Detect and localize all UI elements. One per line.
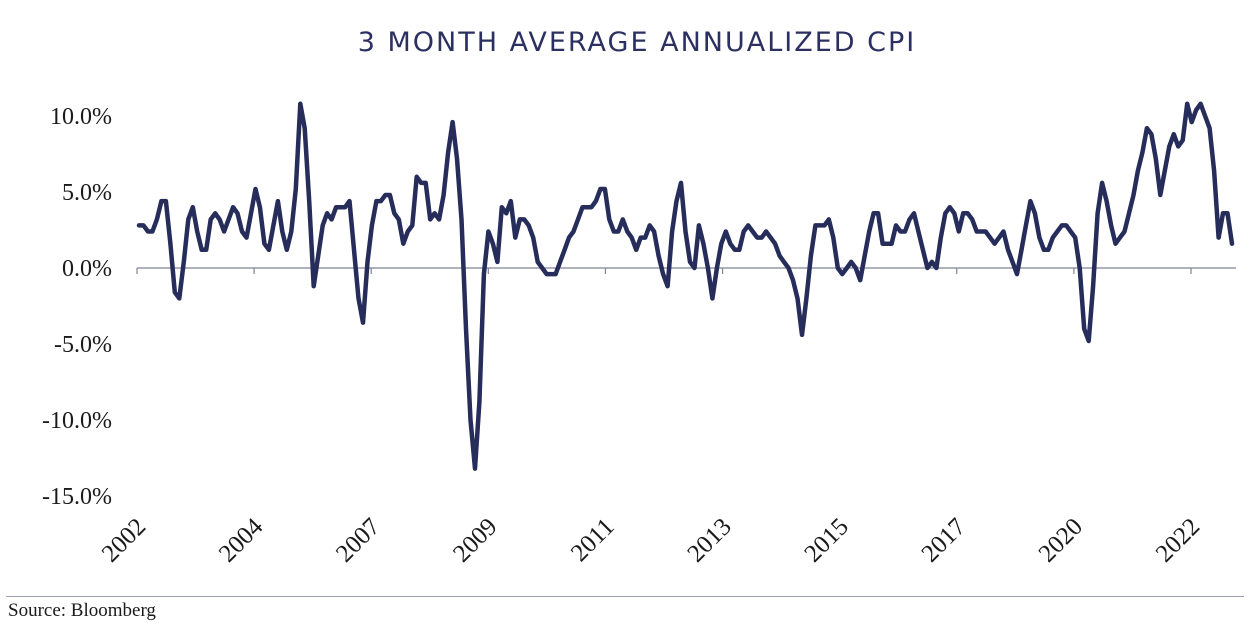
x-tick-label: 2015: [799, 513, 853, 567]
x-axis-ticks: [136, 268, 1192, 274]
series-line: [136, 101, 1235, 471]
x-tick-label: 2011: [566, 513, 620, 567]
y-tick-label: -10.0%: [42, 408, 112, 434]
x-tick-label: 2022: [1151, 513, 1205, 567]
y-axis: 10.0% 5.0% 0.0% -5.0% -10.0% -15.0%: [42, 104, 112, 510]
y-tick-label: 5.0%: [62, 180, 112, 206]
x-tick-label: 2009: [448, 513, 502, 567]
x-tick-label: 2020: [1034, 513, 1088, 567]
y-tick-label: 0.0%: [62, 256, 112, 282]
y-tick-label: -15.0%: [42, 484, 112, 510]
x-tick-label: 2002: [97, 513, 151, 567]
x-tick-label: 2017: [917, 513, 971, 567]
footer-divider: [6, 596, 1244, 597]
x-axis-labels: 2002 2004 2007 2009 2011 2013 2015 2017 2020 2022: [97, 513, 1205, 568]
y-tick-label: 10.0%: [50, 104, 112, 130]
x-tick-label: 2013: [682, 513, 736, 567]
y-tick-label: -5.0%: [54, 332, 112, 358]
cpi-line-chart: 3 MONTH AVERAGE ANNUALIZED CPI 10.0% 5.0%…: [42, 27, 1236, 568]
x-tick-label: 2004: [214, 513, 269, 568]
chart-title: 3 MONTH AVERAGE ANNUALIZED CPI: [358, 27, 917, 58]
source-note: Source: Bloomberg: [8, 600, 156, 621]
x-tick-label: 2007: [331, 513, 385, 567]
